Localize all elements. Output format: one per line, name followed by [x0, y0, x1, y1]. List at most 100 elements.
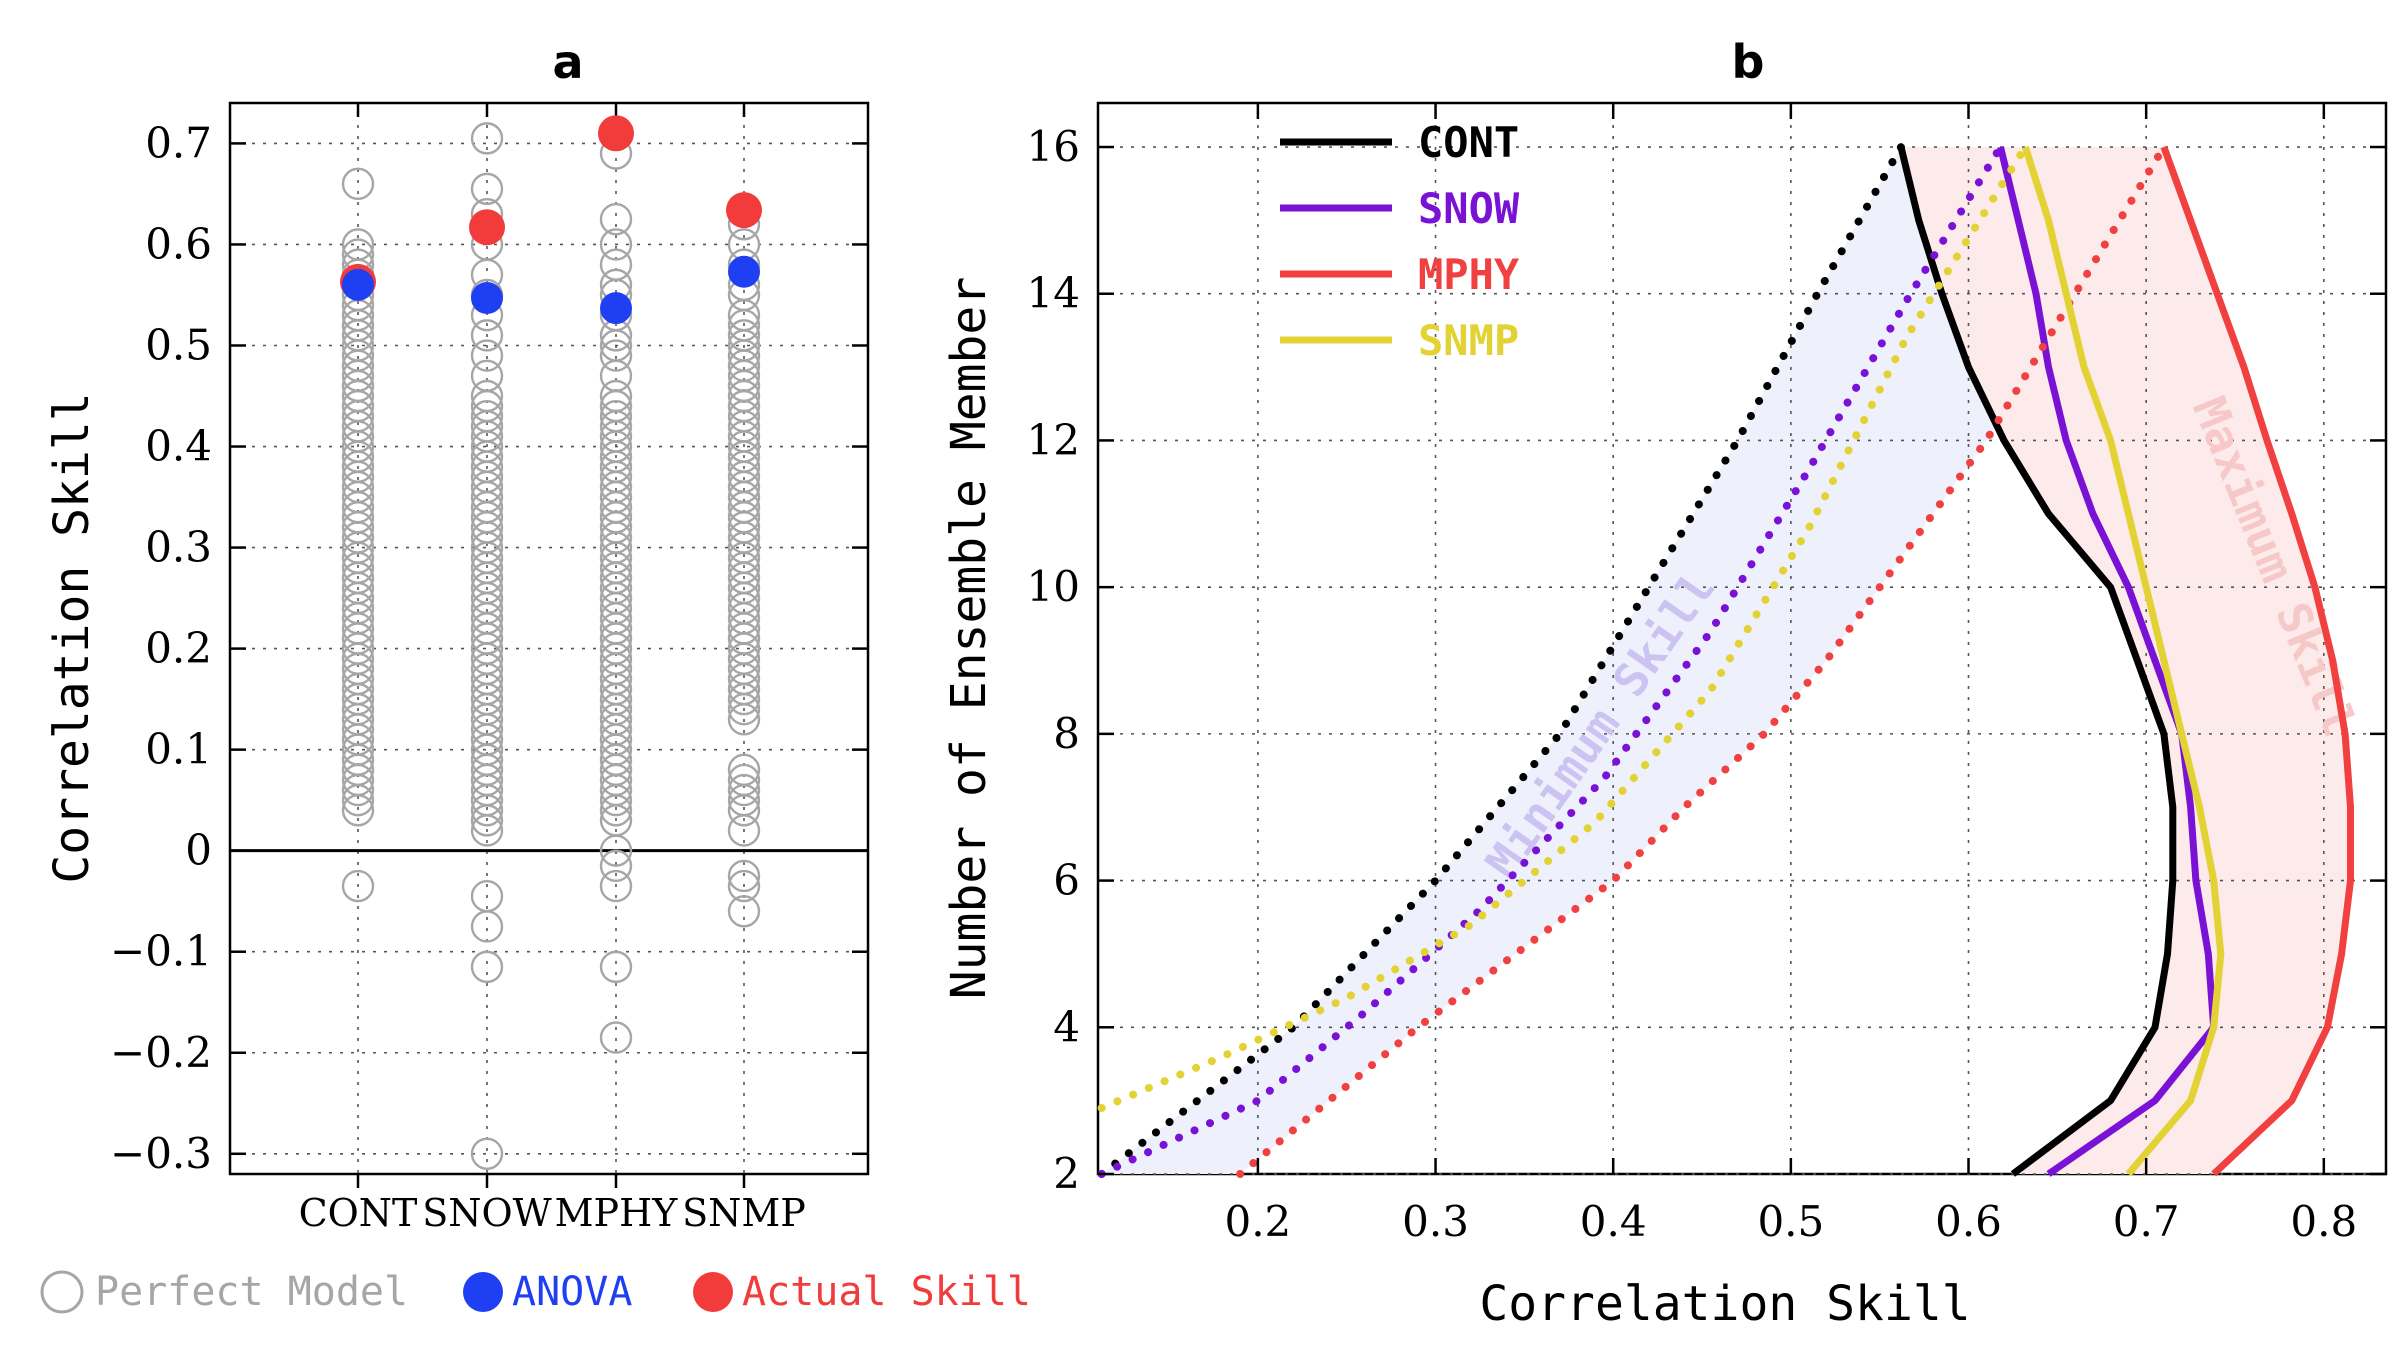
panel-b-xtick-label: 0.3 — [1402, 1197, 1469, 1246]
perfect-model-point — [599, 794, 633, 827]
perfect-model-point — [727, 794, 761, 827]
perfect-model-point — [341, 773, 375, 807]
panel-b-xtick-label: 0.7 — [2113, 1197, 2180, 1246]
perfect-model-point — [470, 172, 504, 206]
snow-maximum-skill-line — [1997, 146, 2218, 1177]
panel-a-legend: Perfect Model ANOVA Actual Skill — [40, 1269, 1031, 1315]
panel-a-ylabel: Correlation Skill — [44, 392, 100, 883]
panel-b-legend: CONT SNOW MPHY SNMP — [1280, 118, 1520, 365]
panel-a-category-label: SNOW — [422, 1191, 552, 1235]
cont-minimum-skill-line — [1097, 143, 1905, 1178]
perfect-model-point — [599, 202, 633, 236]
perfect-model-point — [727, 859, 761, 893]
perfect-model-point — [599, 783, 633, 817]
panel-a-title: a — [552, 35, 583, 89]
panel-b-ytick-label: 6 — [1053, 856, 1080, 905]
snow-minimum-skill-line — [1097, 143, 2005, 1178]
legend-actual-label: Actual Skill — [742, 1269, 1031, 1315]
perfect-model-point — [470, 950, 504, 984]
panel-b-ytick-label: 14 — [1027, 269, 1080, 318]
panel-b-chart: Minimum Skill Maximum Skill 0.2 0.3 0.4 0.5 0… — [941, 101, 2388, 1332]
panel-b-series-lines — [1097, 143, 2354, 1178]
panel-a-ytick-label: 0.6 — [145, 219, 212, 268]
panel-b-gridlines — [1098, 103, 2386, 1175]
panel-a-ytick-label: 0.1 — [145, 725, 212, 774]
perfect-model-point — [470, 794, 504, 827]
panel-a-ytick-label: 0.2 — [145, 624, 212, 673]
legend-snmp-label: SNMP — [1418, 316, 1519, 365]
panel-a-plot-area — [228, 101, 870, 1176]
panel-a-ytick-label: 0.3 — [145, 523, 212, 572]
panel-b-xtick-label: 0.8 — [2290, 1197, 2357, 1246]
perfect-model-point — [599, 339, 633, 372]
legend-perfect-marker — [40, 1270, 84, 1314]
perfect-model-point — [341, 794, 375, 827]
panel-b-axes: 0.2 0.3 0.4 0.5 0.6 0.7 0.8 2 4 6 8 10 12 14 16 — [1027, 103, 2386, 1246]
panel-a-ytick-label: −0.1 — [110, 927, 212, 976]
legend-snow-label: SNOW — [1418, 184, 1520, 233]
perfect-model-point — [727, 693, 761, 726]
perfect-model-point — [470, 319, 504, 352]
panel-b-title: b — [1732, 35, 1765, 89]
perfect-model-point — [727, 703, 761, 736]
legend-mphy-label: MPHY — [1418, 250, 1520, 299]
perfect-model-point — [341, 167, 375, 201]
perfect-model-point — [599, 834, 633, 867]
panel-b-xtick-label: 0.5 — [1757, 1197, 1824, 1246]
cont-maximum-skill-line — [1897, 146, 2177, 1177]
panel-a-ytick-label: −0.3 — [110, 1129, 212, 1178]
panel-b-ytick-label: 8 — [1053, 709, 1080, 758]
panel-b-ylabel: Number of Ensemble Member — [941, 277, 997, 999]
anova-point — [600, 292, 632, 325]
actual-skill-point — [598, 115, 634, 152]
mphy-maximum-skill-line — [2160, 145, 2354, 1177]
panel-b-xtick-label: 0.6 — [1935, 1197, 2002, 1246]
panel-b-skill-bands — [1101, 147, 2351, 1174]
perfect-model-point — [341, 783, 375, 817]
panel-b-ytick-label: 12 — [1027, 415, 1080, 464]
panel-a-category-label: MPHY — [555, 1191, 679, 1235]
perfect-model-point — [341, 869, 375, 903]
panel-b-ytick-label: 4 — [1053, 1002, 1080, 1051]
actual-skill-point — [726, 192, 762, 229]
anova-point — [342, 268, 374, 301]
panel-b-xlabel: Correlation Skill — [1479, 1276, 1970, 1332]
panel-b-xtick-label: 0.2 — [1224, 1197, 1291, 1246]
anova-point — [728, 255, 760, 288]
legend-actual-marker — [693, 1272, 733, 1312]
perfect-model-point — [470, 910, 504, 943]
legend-anova-marker — [463, 1272, 503, 1312]
snmp-minimum-skill-line — [1097, 143, 2030, 1112]
perfect-model-point — [599, 228, 633, 261]
panel-a-ytick-label: 0.4 — [145, 422, 212, 471]
perfect-model-point — [470, 122, 504, 155]
perfect-model-point — [727, 895, 761, 928]
panel-b-xtick-label: 0.4 — [1580, 1197, 1647, 1246]
panel-b-ytick-label: 16 — [1027, 122, 1080, 171]
panel-b-ytick-label: 10 — [1027, 562, 1080, 611]
panel-a-ytick-label: 0 — [185, 826, 212, 875]
perfect-model-point — [599, 869, 633, 903]
perfect-model-point — [727, 869, 761, 903]
perfect-model-point — [727, 814, 761, 847]
legend-cont-label: CONT — [1418, 118, 1519, 167]
perfect-model-point — [470, 814, 504, 847]
actual-skill-point — [469, 209, 505, 246]
panel-b-ytick-label: 2 — [1053, 1149, 1080, 1198]
legend-anova-label: ANOVA — [512, 1269, 632, 1315]
anova-point — [471, 282, 503, 315]
minimum-skill-band — [1101, 147, 2164, 1174]
legend-perfect-label: Perfect Model — [95, 1269, 408, 1315]
panel-a-points — [340, 115, 762, 1170]
snmp-maximum-skill-line — [2022, 145, 2225, 1177]
perfect-model-point — [727, 773, 761, 807]
panel-a-category-label: CONT — [299, 1191, 418, 1235]
panel-a-ytick-label: 0.5 — [145, 320, 212, 369]
panel-a-ytick-label: −0.2 — [110, 1028, 212, 1077]
perfect-model-point — [599, 950, 633, 984]
perfect-model-point — [599, 1021, 633, 1054]
perfect-model-point — [599, 849, 633, 883]
